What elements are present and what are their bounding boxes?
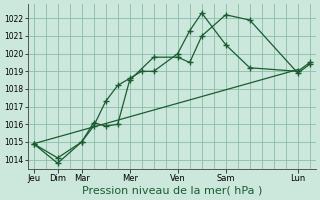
X-axis label: Pression niveau de la mer( hPa ): Pression niveau de la mer( hPa ) <box>82 186 262 196</box>
